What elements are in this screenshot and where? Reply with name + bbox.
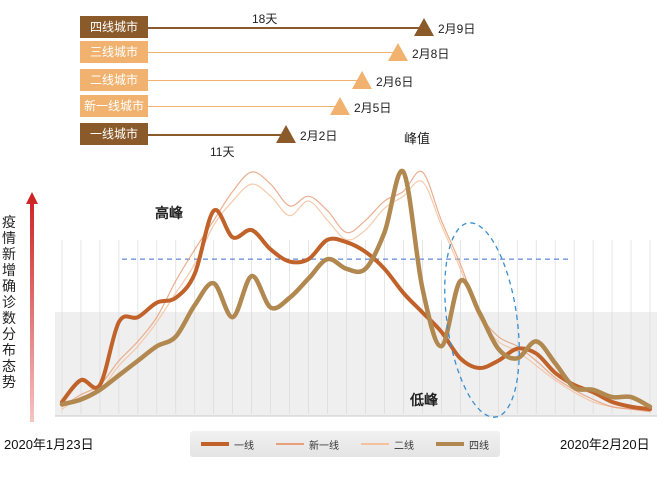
tier-box: 一线城市 [80,123,148,145]
tier-box: 三线城市 [80,41,148,63]
legend-item: 二线 [361,437,414,452]
tier-line [148,106,336,107]
legend-swatch [361,443,389,445]
y-axis-title: 疫情新增确诊数分布态势 [2,214,16,390]
tier-box: 四线城市 [80,16,148,38]
high-peak-label: 高峰 [155,205,183,221]
peak-marker-icon [388,43,408,61]
x-end-label: 2020年2月20日 [560,437,650,452]
x-start-label: 2020年1月23日 [4,437,94,452]
peak-marker-icon [352,71,372,89]
peak-marker-icon [330,97,350,115]
tier-line [148,134,282,136]
legend-item: 新一线 [276,437,339,452]
span-bottom-label: 11天 [210,145,235,159]
plot-background [55,312,657,416]
tier-peak-date: 2月2日 [300,129,338,143]
low-peak-label: 低峰 [410,392,438,408]
tier-peak-date: 2月8日 [412,47,450,61]
legend: 一线 新一线 二线 四线 [190,431,500,457]
y-axis-arrow [26,192,38,422]
tier-peak-date: 2月9日 [438,22,476,36]
legend-item: 一线 [201,437,254,452]
series-line-1 [61,170,651,413]
legend-swatch [201,442,229,446]
tier-peak-date: 2月5日 [354,101,392,115]
legend-label: 四线 [469,440,489,452]
peak-label: 峰值 [404,131,431,146]
highlight-ellipse [444,222,520,418]
tier-box: 新一线城市 [80,95,148,117]
span-top-label: 18天 [252,12,278,26]
peak-marker-icon [414,18,434,36]
legend-label: 一线 [234,440,254,452]
peak-marker-icon [276,125,296,143]
series-line-3 [59,168,653,409]
legend-item: 四线 [436,437,489,452]
legend-label: 二线 [394,440,414,452]
tier-line [148,27,420,29]
tier-box: 二线城市 [80,69,148,91]
legend-swatch [276,443,304,445]
tier-peak-date: 2月6日 [376,75,414,89]
legend-label: 新一线 [309,440,339,452]
series-line-2 [61,180,651,413]
series-line-0 [60,207,652,412]
legend-swatch [436,442,464,446]
tier-line [148,80,358,81]
tier-line [148,52,394,53]
